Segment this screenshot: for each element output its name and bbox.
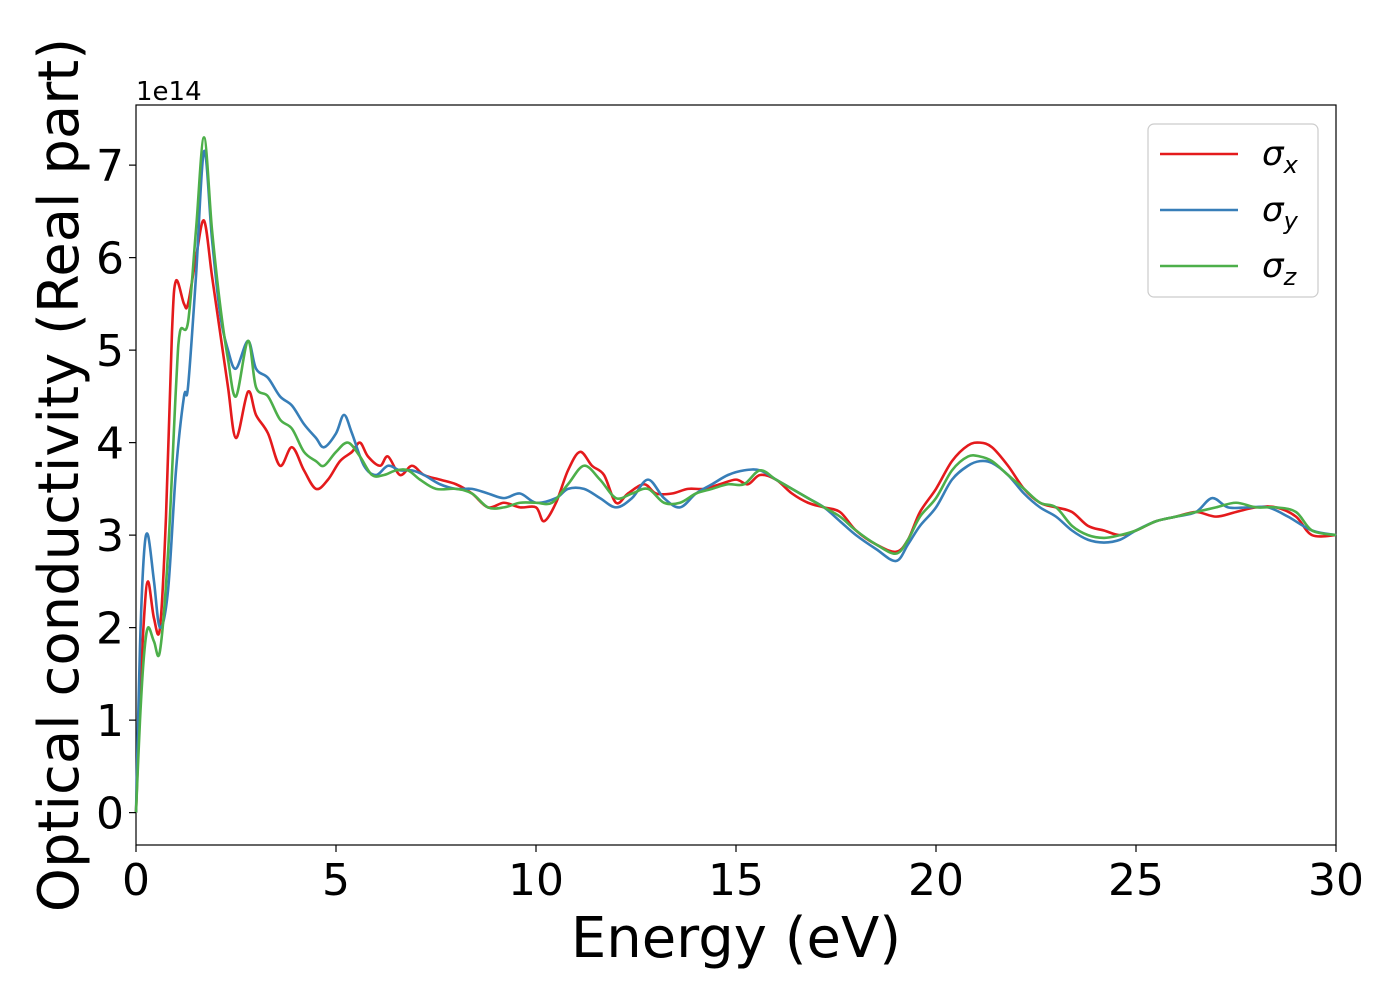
x-axis: 0 5 10 15 20 25 30 (122, 845, 1364, 906)
series-line-x (134, 219, 1337, 813)
y-tick-label: 5 (96, 326, 124, 377)
y-tick-label: 0 (96, 789, 124, 840)
x-tick-label: 15 (708, 855, 764, 906)
x-tick-label: 25 (1108, 855, 1164, 906)
x-tick-label: 30 (1308, 855, 1364, 906)
x-tick-label: 0 (122, 855, 150, 906)
series-line-z (134, 136, 1337, 813)
legend-label-x: σx (1262, 134, 1299, 179)
x-axis-title: Energy (eV) (571, 906, 901, 971)
legend-label-y: σy (1262, 190, 1299, 235)
y-tick-label: 4 (96, 419, 124, 470)
y-tick-label: 3 (96, 511, 124, 562)
y-tick-label: 6 (96, 234, 124, 285)
legend: σx σy σz (1147, 123, 1319, 298)
y-tick-label: 1 (96, 696, 124, 747)
x-tick-label: 10 (508, 855, 564, 906)
x-tick-label: 20 (908, 855, 964, 906)
legend-label-z: σz (1262, 246, 1298, 291)
series-layer (134, 136, 1337, 813)
y-tick-label: 2 (96, 604, 124, 655)
y-offset-label: 1e14 (136, 77, 202, 107)
y-axis: 0 1 2 3 4 5 6 7 (96, 141, 136, 840)
y-tick-label: 7 (96, 141, 124, 192)
x-tick-label: 5 (322, 855, 350, 906)
y-axis-title: Optical conductivity (Real part) (27, 38, 92, 912)
